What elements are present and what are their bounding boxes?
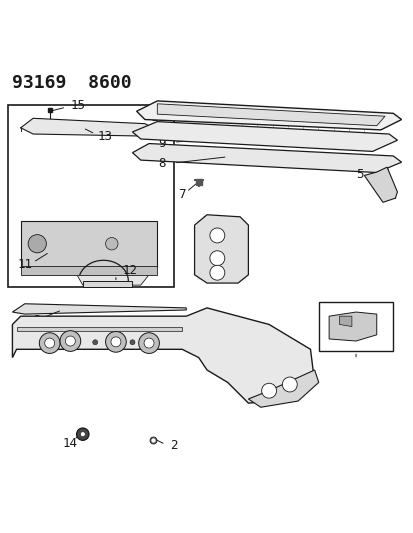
Polygon shape <box>194 215 248 283</box>
Text: 4: 4 <box>199 215 206 228</box>
Circle shape <box>209 265 224 280</box>
Polygon shape <box>74 262 149 285</box>
Polygon shape <box>132 143 401 173</box>
Text: 14: 14 <box>63 437 78 450</box>
Circle shape <box>60 330 81 351</box>
Circle shape <box>282 377 297 392</box>
Text: 3: 3 <box>33 314 41 327</box>
Polygon shape <box>363 167 396 203</box>
Circle shape <box>138 333 159 353</box>
Circle shape <box>93 340 97 345</box>
Bar <box>21 266 157 275</box>
Text: 5: 5 <box>356 168 363 181</box>
Polygon shape <box>339 316 351 327</box>
Polygon shape <box>157 104 384 126</box>
Text: 11: 11 <box>17 258 32 271</box>
Polygon shape <box>83 281 132 287</box>
Polygon shape <box>17 327 182 330</box>
Text: 12: 12 <box>122 264 137 277</box>
Bar <box>8 105 173 287</box>
Circle shape <box>130 340 135 345</box>
Text: 93169  8600: 93169 8600 <box>12 74 132 92</box>
Polygon shape <box>21 118 157 136</box>
Polygon shape <box>12 304 186 314</box>
Circle shape <box>65 336 75 346</box>
Circle shape <box>144 338 154 348</box>
Text: 1: 1 <box>306 366 313 378</box>
Circle shape <box>105 332 126 352</box>
Bar <box>21 221 157 266</box>
Text: 7: 7 <box>178 188 185 200</box>
Circle shape <box>209 251 224 265</box>
Text: 2: 2 <box>169 439 177 452</box>
Bar <box>318 302 392 351</box>
Circle shape <box>111 337 121 347</box>
Polygon shape <box>12 308 314 403</box>
Circle shape <box>80 432 85 437</box>
Circle shape <box>105 238 118 250</box>
Circle shape <box>28 235 46 253</box>
Text: 8: 8 <box>158 157 165 171</box>
Circle shape <box>39 333 60 353</box>
Polygon shape <box>248 370 318 407</box>
Text: 13: 13 <box>97 130 112 143</box>
Circle shape <box>76 428 89 440</box>
Text: 6: 6 <box>372 337 380 350</box>
Text: 9: 9 <box>158 136 165 150</box>
Polygon shape <box>132 122 396 151</box>
Text: 10: 10 <box>150 111 165 124</box>
Text: 15: 15 <box>70 99 85 112</box>
Circle shape <box>261 383 276 398</box>
Circle shape <box>45 338 55 348</box>
Circle shape <box>209 228 224 243</box>
Polygon shape <box>328 312 376 341</box>
Polygon shape <box>136 101 401 130</box>
